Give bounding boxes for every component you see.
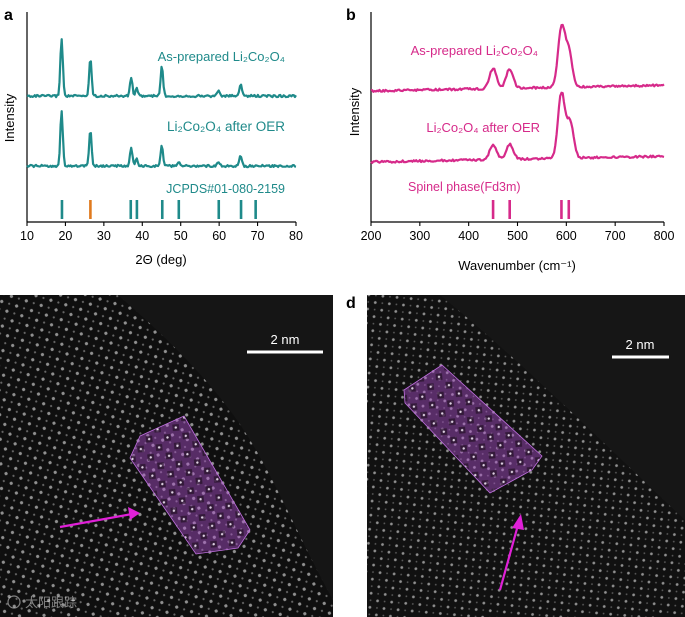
panel-c-scalebar-label: 2 nm (271, 332, 300, 347)
panel-d-scalebar-label: 2 nm (626, 337, 655, 352)
series-line-after-oer (370, 91, 665, 164)
x-tick-label: 800 (654, 229, 675, 243)
x-tick-label: 80 (289, 229, 303, 243)
panel-c-arrowhead (128, 507, 140, 520)
panel-c-lattice-overlay (129, 415, 251, 555)
panel-a-xlabel: 2Θ (deg) (135, 252, 186, 267)
panel-d-arrowhead (512, 514, 524, 530)
x-tick-label: 10 (20, 229, 34, 243)
series-line-after-oer (26, 110, 297, 169)
panel-a-letter: a (4, 7, 13, 24)
panel-c: c 2 nm 太阳跟踪 (0, 295, 333, 617)
panel-a-label-ref: JCPDS#01-080-2159 (166, 182, 285, 196)
x-tick-label: 20 (58, 229, 72, 243)
x-tick-label: 600 (556, 229, 577, 243)
panel-b: b Intensity Wavenumber (cm⁻¹) 200 300 400 5… (346, 7, 674, 273)
x-tick-label: 60 (212, 229, 226, 243)
panel-d-lattice-overlay (403, 364, 543, 494)
panel-c-arrow (59, 512, 133, 529)
panel-b-letter: b (346, 7, 356, 24)
panel-c-watermark-text: 太阳跟踪 (25, 595, 77, 610)
x-tick-label: 70 (251, 229, 265, 243)
x-tick-label: 30 (97, 229, 111, 243)
x-tick-label: 200 (361, 229, 382, 243)
panel-d: d 2 nm (346, 295, 685, 617)
panel-b-label-mid: Li₂Co₂O₄ after OER (426, 120, 540, 135)
panel-b-ylabel: Intensity (347, 87, 362, 136)
panel-a: a Intensity 2Θ (deg) 10 20 30 40 50 60 70 80 As… (2, 7, 303, 267)
watermark-logo-icon (7, 595, 21, 609)
x-tick-label: 40 (135, 229, 149, 243)
panel-a-label-mid: Li₂Co₂O₄ after OER (167, 119, 285, 134)
x-tick-label: 50 (174, 229, 188, 243)
panel-a-ylabel: Intensity (2, 93, 17, 142)
panel-b-label-top: As-prepared Li₂Co₂O₄ (411, 43, 538, 58)
panel-b-xlabel: Wavenumber (cm⁻¹) (458, 258, 576, 273)
series-line-as-prepared (371, 23, 665, 93)
x-tick-label: 400 (458, 229, 479, 243)
x-tick-label: 500 (507, 229, 528, 243)
panel-d-arrow (498, 524, 520, 591)
x-tick-label: 300 (409, 229, 430, 243)
panel-c-watermark: 太阳跟踪 (7, 595, 77, 610)
series-line-as-prepared (26, 38, 297, 99)
panel-d-letter: d (346, 295, 356, 312)
panel-b-label-ref: Spinel phase(Fd3m) (408, 180, 521, 194)
panel-a-label-top: As-prepared Li₂Co₂O₄ (158, 49, 285, 64)
x-tick-label: 700 (605, 229, 626, 243)
